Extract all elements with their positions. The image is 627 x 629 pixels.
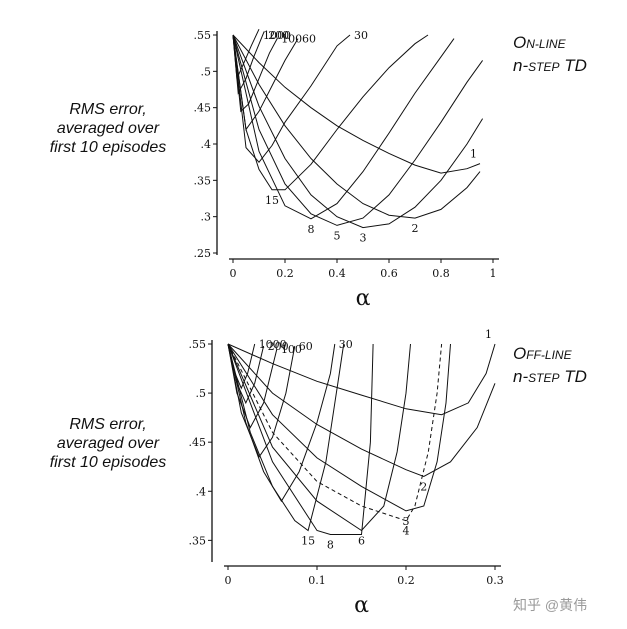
x-tick-label: 0.3 bbox=[486, 574, 504, 587]
method-title-tail: TD bbox=[559, 367, 587, 386]
series-line-1 bbox=[227, 343, 496, 416]
series-line-30 bbox=[232, 34, 351, 163]
series-line-60 bbox=[227, 343, 296, 458]
y-tick-label: .45 bbox=[189, 436, 207, 449]
method-title-lead: n- bbox=[513, 367, 529, 386]
method-title-cap: O bbox=[513, 33, 527, 52]
method-title-lead: n- bbox=[513, 56, 529, 75]
series-label: 15 bbox=[301, 535, 315, 548]
y-axis-label-line: RMS error, bbox=[69, 416, 147, 433]
series-line-100 bbox=[227, 343, 278, 429]
series-label: 30 bbox=[354, 29, 368, 42]
series-line-1000 bbox=[227, 343, 256, 390]
x-axis-label: α bbox=[356, 286, 371, 311]
x-tick-label: 0.8 bbox=[432, 267, 450, 280]
series-line-1000 bbox=[232, 29, 260, 81]
series-line-3 bbox=[227, 343, 451, 512]
series-line-15 bbox=[232, 34, 429, 191]
x-tick-label: 0.2 bbox=[276, 267, 294, 280]
series-line-2 bbox=[227, 343, 496, 478]
y-tick-label: .35 bbox=[194, 174, 212, 187]
method-title: OFF-LINE n-STEP TD bbox=[513, 343, 587, 389]
y-tick-label: .25 bbox=[194, 247, 212, 260]
series-label: 1 bbox=[470, 148, 477, 161]
series-label: 1000 bbox=[263, 29, 291, 42]
series-line-3 bbox=[232, 34, 484, 229]
x-tick-label: 0 bbox=[230, 267, 237, 280]
online-chart-svg: .25 .3 .35 .4 .45 .5 .55 0 0.2 0.4 0.6 0.8 1 α 1 2 3 5 8 15… bbox=[194, 29, 499, 311]
series-label: 3 bbox=[403, 515, 410, 528]
series-line-8 bbox=[227, 343, 374, 535]
series-line-2 bbox=[232, 34, 481, 219]
y-axis-label: RMS error, averaged over first 10 episod… bbox=[18, 415, 198, 472]
series-line-60 bbox=[232, 34, 299, 131]
y-tick-label: .4 bbox=[201, 138, 212, 151]
series-line-1 bbox=[232, 34, 481, 174]
y-axis-label-line: averaged over bbox=[56, 435, 160, 452]
x-axis-label: α bbox=[354, 593, 369, 618]
series-label: 8 bbox=[327, 538, 334, 551]
method-title-tail: TD bbox=[559, 56, 587, 75]
y-tick-label: .5 bbox=[196, 387, 207, 400]
y-axis-label-line: RMS error, bbox=[69, 101, 147, 118]
series-label: 4 bbox=[403, 525, 410, 538]
series-line-15 bbox=[227, 343, 345, 532]
series-label: 5 bbox=[334, 229, 341, 242]
x-tick-label: 0.1 bbox=[308, 574, 326, 587]
series-label: 60 bbox=[299, 340, 313, 353]
series-line-4 bbox=[227, 343, 443, 522]
y-tick-label: .5 bbox=[201, 65, 212, 78]
series-label: 200 bbox=[268, 340, 289, 353]
method-title-cap: O bbox=[513, 344, 527, 363]
y-tick-label: .4 bbox=[196, 485, 207, 498]
series-line-8 bbox=[232, 34, 455, 220]
series-label: 1 bbox=[485, 328, 492, 341]
x-tick-label: 0.2 bbox=[397, 574, 415, 587]
series-label: 60 bbox=[302, 33, 316, 46]
series-label: 1000 bbox=[259, 338, 287, 351]
series-label: 200 bbox=[268, 29, 289, 42]
y-tick-label: .55 bbox=[189, 338, 207, 351]
y-axis-label-line: averaged over bbox=[56, 120, 160, 137]
y-tick-label: .45 bbox=[194, 102, 212, 115]
y-axis-label: RMS error, averaged over first 10 episod… bbox=[18, 100, 198, 157]
series-label: 2 bbox=[412, 222, 419, 235]
offline-chart-svg: .35 .4 .45 .5 .55 0 0.1 0.2 0.3 α 1 2 34 6 8 15 30 601002… bbox=[189, 328, 504, 618]
y-tick-label: .3 bbox=[201, 211, 212, 224]
x-tick-label: 0.6 bbox=[380, 267, 398, 280]
series-label: 15 bbox=[265, 194, 279, 207]
x-tick-label: 0.4 bbox=[328, 267, 346, 280]
method-title-sc: STEP bbox=[528, 371, 560, 385]
series-label: 2 bbox=[420, 481, 427, 494]
y-axis-label-line: first 10 episodes bbox=[49, 454, 167, 471]
series-label: 6 bbox=[358, 535, 365, 548]
x-tick-label: 0 bbox=[225, 574, 232, 587]
series-label: 3 bbox=[360, 232, 367, 245]
x-tick-label: 1 bbox=[490, 267, 497, 280]
watermark: 知乎 @黄伟 bbox=[513, 597, 588, 613]
method-title-rest: N-LINE bbox=[526, 37, 566, 51]
series-label: 8 bbox=[308, 223, 315, 236]
method-title: ON-LINE n-STEP TD bbox=[513, 32, 587, 78]
y-tick-label: .55 bbox=[194, 29, 212, 42]
method-title-rest: FF-LINE bbox=[526, 348, 572, 362]
method-title-sc: STEP bbox=[528, 60, 560, 74]
chart-panel-online: RMS error, averaged over first 10 episod… bbox=[0, 0, 627, 311]
series-line-5 bbox=[232, 34, 484, 226]
chart-panel-offline: RMS error, averaged over first 10 episod… bbox=[0, 315, 627, 629]
series-line-100 bbox=[232, 34, 278, 113]
series-line-6 bbox=[227, 343, 411, 532]
y-tick-label: .35 bbox=[189, 534, 207, 547]
series-label: 30 bbox=[339, 338, 353, 351]
series-label: 100 bbox=[281, 33, 302, 46]
series-label: 100 bbox=[281, 343, 302, 356]
y-axis-label-line: first 10 episodes bbox=[49, 139, 167, 156]
